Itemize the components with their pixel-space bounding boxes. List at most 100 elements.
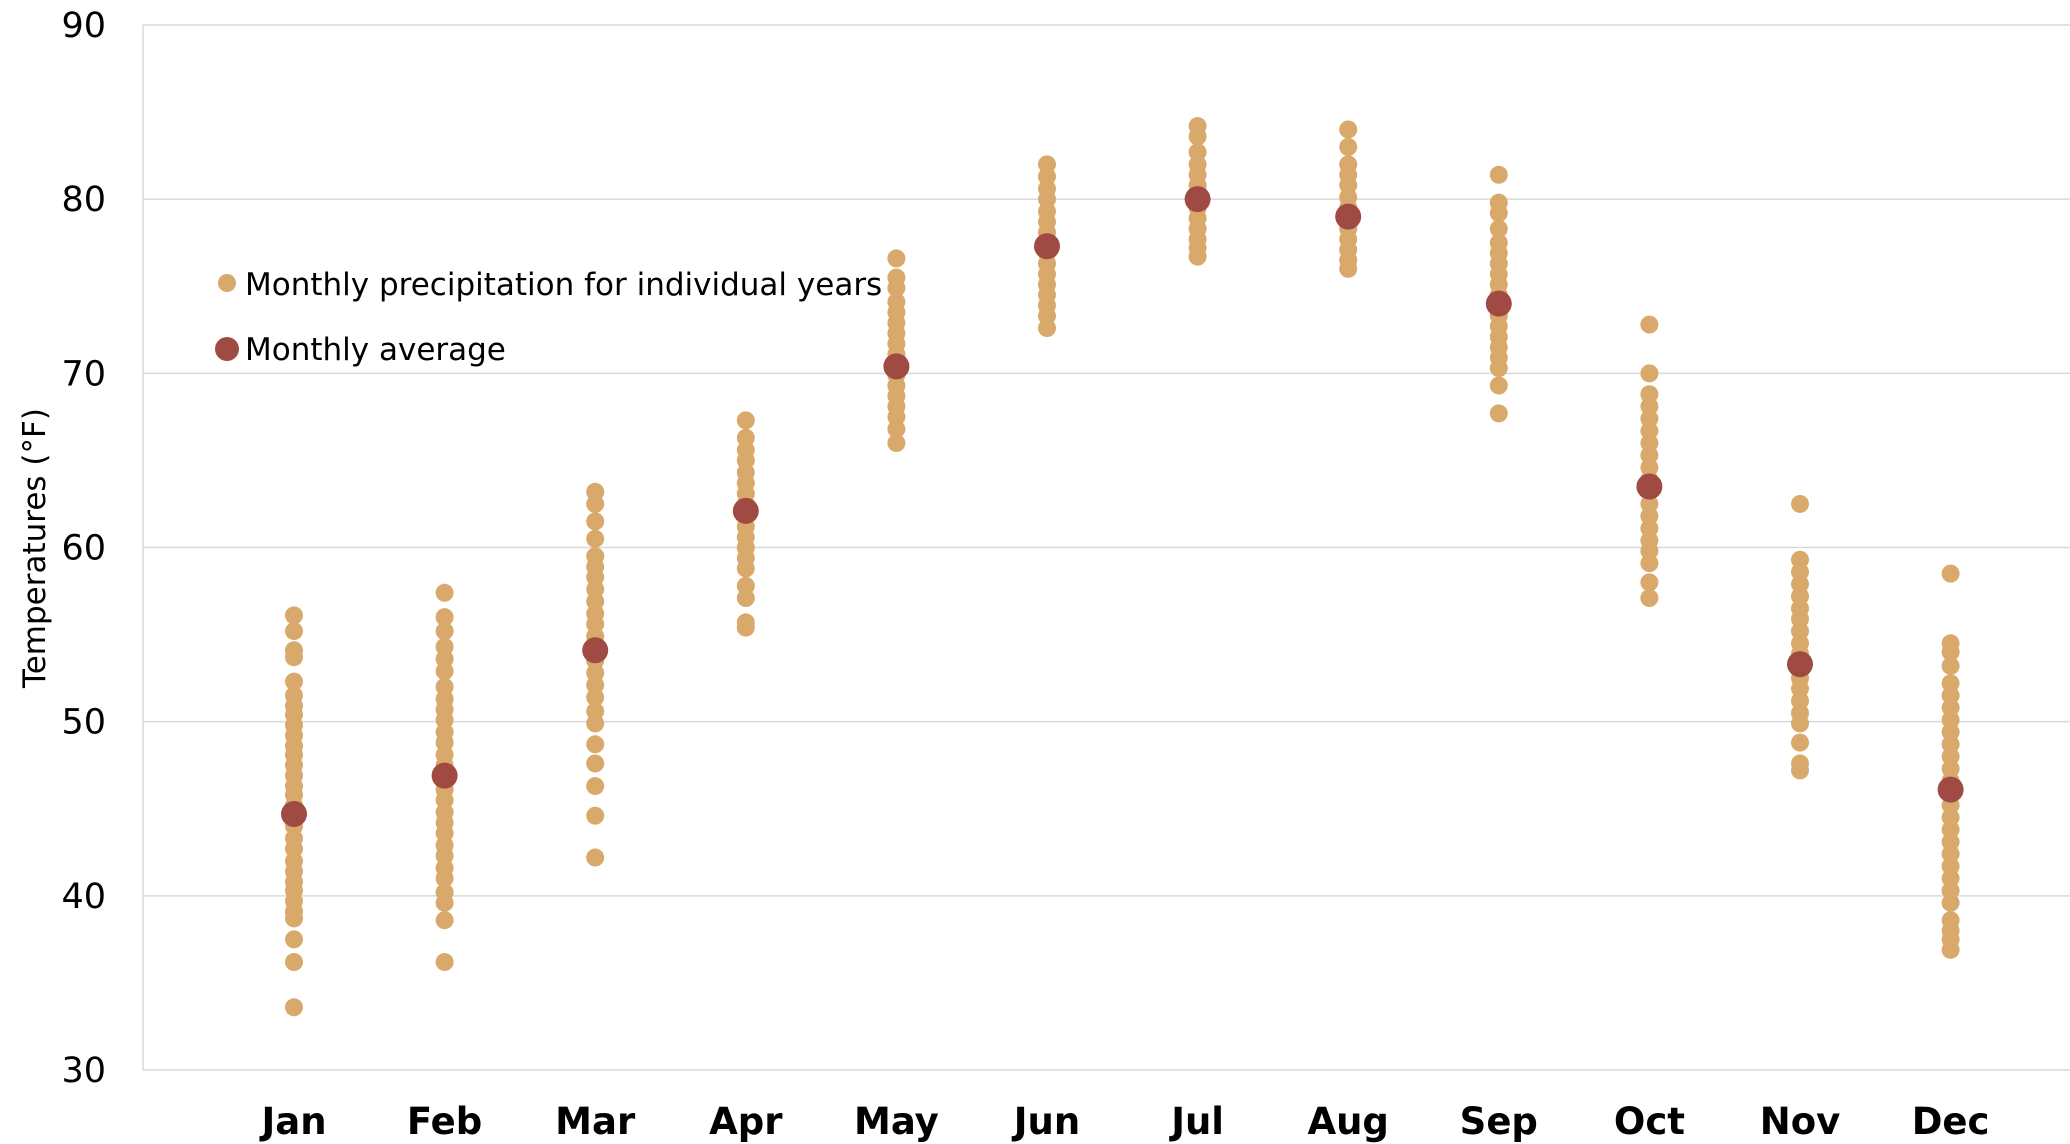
legend: Monthly precipitation for individual yea… [215, 267, 882, 368]
y-tick-label: 80 [61, 180, 106, 220]
data-point-average [1335, 203, 1362, 230]
data-point-year [435, 893, 454, 912]
data-point-year [586, 688, 605, 707]
x-tick-label: Oct [1614, 1100, 1685, 1143]
data-point-year [435, 662, 454, 681]
data-point-year [435, 911, 454, 930]
data-point-year [887, 434, 906, 452]
data-point-year [586, 494, 605, 513]
x-tick-label: Apr [709, 1100, 783, 1143]
data-point-year [435, 608, 454, 627]
legend-label-individual-years: Monthly precipitation for individual yea… [245, 267, 882, 303]
legend-swatch-individual-years [218, 274, 236, 292]
data-point-year [1640, 554, 1659, 573]
data-point-year [1941, 564, 1960, 583]
data-point-year [1640, 573, 1659, 592]
y-tick-label: 90 [61, 6, 106, 46]
data-point-year [586, 512, 605, 531]
data-point-year [1339, 259, 1358, 278]
data-point-year [435, 953, 454, 972]
data-point-year [736, 589, 755, 608]
data-point-year [1489, 404, 1508, 423]
data-point-year [435, 583, 454, 602]
data-point-year [285, 606, 303, 625]
plot-frame [142, 25, 2070, 1071]
data-point-year [586, 754, 605, 773]
data-point-year [1489, 204, 1508, 223]
x-axis-ticks: Jan Feb Mar Apr May Jun Jul Aug Sep Oct Nov Dec [258, 1100, 1989, 1143]
data-point-year [1791, 494, 1809, 513]
data-point-year [1941, 940, 1960, 959]
x-tick-label: Sep [1460, 1100, 1538, 1143]
data-point-year [1339, 137, 1358, 156]
data-point-year [586, 714, 605, 733]
data-point-average [1485, 290, 1512, 317]
x-tick-label: Dec [1912, 1100, 1990, 1143]
data-point-year [887, 420, 906, 439]
data-point-year [1941, 656, 1960, 675]
gridlines [143, 24, 2070, 897]
y-tick-label: 40 [61, 877, 106, 917]
data-point-year [1941, 643, 1960, 661]
x-tick-label: Aug [1307, 1100, 1388, 1143]
data-point-year [586, 529, 605, 548]
data-point-year [586, 777, 605, 796]
data-point-year [1339, 120, 1358, 139]
x-tick-label: Nov [1760, 1100, 1841, 1143]
data-point-year [1791, 733, 1809, 752]
data-point-year [285, 909, 303, 928]
data-point-average [1636, 473, 1663, 500]
data-point-average [1184, 186, 1211, 213]
data-point-year [435, 622, 454, 641]
data-point-year [285, 953, 303, 972]
data-point-year [586, 735, 605, 754]
data-point-year [1489, 165, 1508, 184]
data-point-year [1188, 127, 1207, 146]
data-point-year [1791, 761, 1809, 780]
data-point-year [887, 249, 906, 268]
data-point-year [1489, 359, 1508, 378]
data-point-average [1787, 651, 1813, 678]
data-point-year [586, 848, 605, 867]
data-point-year [285, 672, 303, 691]
series-monthly-average [281, 186, 1964, 827]
legend-label-monthly-average: Monthly average [245, 332, 506, 368]
y-tick-label: 50 [61, 703, 106, 743]
data-point-average [732, 497, 759, 524]
data-point-year [285, 648, 303, 667]
x-tick-label: Mar [555, 1100, 636, 1143]
x-tick-label: Jan [258, 1100, 326, 1143]
x-tick-label: May [854, 1100, 939, 1143]
data-point-year [285, 930, 303, 949]
data-point-year [1188, 247, 1207, 266]
x-tick-label: Jun [1011, 1100, 1080, 1143]
data-point-average [883, 353, 910, 380]
data-point-year [1640, 364, 1659, 383]
data-point-year [285, 622, 303, 641]
y-tick-label: 60 [61, 529, 106, 569]
data-point-average [281, 800, 307, 827]
y-tick-label: 70 [61, 354, 106, 394]
y-axis-ticks: 30 40 50 60 70 80 90 [61, 6, 106, 1091]
data-point-average [1034, 233, 1060, 260]
data-point-year [1941, 893, 1960, 912]
data-point-average [1937, 776, 1964, 803]
data-point-average [431, 762, 458, 789]
data-point-average [582, 637, 609, 664]
x-tick-label: Jul [1168, 1100, 1224, 1143]
data-point-year [1640, 315, 1659, 334]
data-point-year [1489, 376, 1508, 395]
data-point-year [736, 559, 755, 578]
data-point-year [736, 618, 755, 637]
y-tick-label: 30 [61, 1051, 106, 1091]
data-point-year [736, 411, 755, 430]
data-point-year [586, 806, 605, 825]
y-axis-title: Temperatures (°F) [17, 408, 53, 689]
data-point-year [435, 869, 454, 888]
x-tick-label: Feb [407, 1100, 482, 1143]
data-point-year [285, 998, 303, 1017]
legend-swatch-monthly-average [215, 337, 239, 361]
data-point-year [1038, 319, 1056, 338]
series-individual-years [285, 117, 1960, 1017]
